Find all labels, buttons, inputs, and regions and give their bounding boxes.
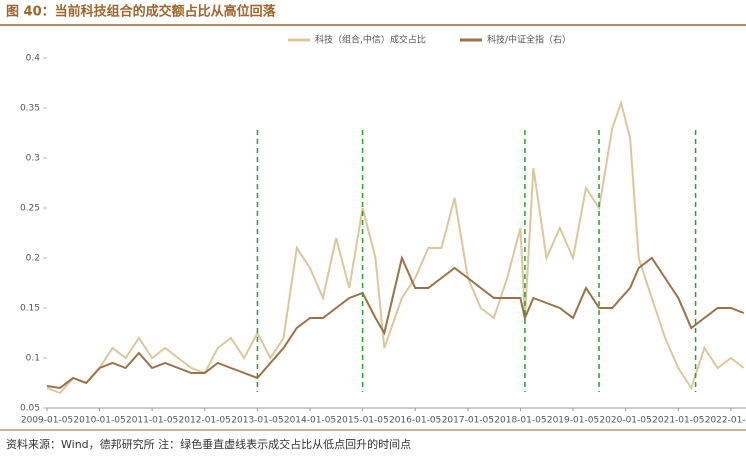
x-tick-label: 2009-01-05 [21,416,73,426]
x-tick-label: 2016-01-05 [389,416,441,426]
x-tick-label: 2011-01-05 [126,416,178,426]
y-tick-label: 0.25 [20,204,40,214]
y-tick-label: 0.4 [26,54,41,64]
x-tick-label: 2014-01-05 [284,416,336,426]
y-tick-label: 0.2 [26,254,40,264]
y-tick-label: 0.35 [20,104,40,114]
y-tick-label: 0.15 [20,304,40,314]
x-tick-label: 2021-01-05 [652,416,704,426]
legend-label: 科技（组合,中信）成交占比 [315,34,426,46]
y-tick-label: 0.1 [26,354,40,364]
y-tick-label: 0.05 [20,404,40,414]
x-tick-label: 2017-01-05 [442,416,494,426]
x-tick-label: 2020-01-05 [599,416,651,426]
x-tick-label: 2015-01-05 [336,416,388,426]
y-tick-label: 0.3 [26,154,40,164]
series-line [46,254,745,390]
series-line [46,99,745,395]
source-note: 资料来源：Wind，德邦研究所 注：绿色垂直虚线表示成交占比从低点回升的时间点 [6,437,411,451]
x-tick-label: 2019-01-05 [547,416,599,426]
x-tick-label: 2010-01-05 [73,416,125,426]
x-tick-label: 2018-01-05 [494,416,546,426]
x-tick-label: 2022-01-05 [705,416,746,426]
legend-label: 科技/中证全指（右） [487,34,571,46]
x-tick-label: 2013-01-05 [231,416,283,426]
chart-title: 图 40：当前科技组合的成交额占比从高位回落 [6,4,277,20]
x-tick-label: 2012-01-05 [179,416,231,426]
